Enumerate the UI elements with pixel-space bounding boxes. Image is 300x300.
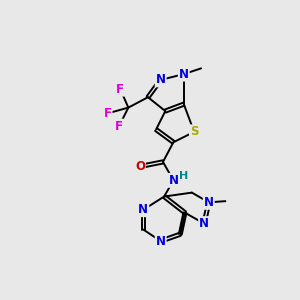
Text: F: F [115,120,123,133]
Text: N: N [199,217,209,230]
Text: H: H [179,171,188,181]
Text: N: N [168,174,178,187]
Text: N: N [204,196,214,209]
Text: N: N [156,74,166,86]
Text: O: O [135,160,145,173]
Text: F: F [103,107,112,120]
Text: F: F [116,82,124,96]
Text: N: N [156,235,166,248]
Text: N: N [179,68,189,81]
Text: N: N [138,203,148,216]
Text: S: S [190,125,198,138]
